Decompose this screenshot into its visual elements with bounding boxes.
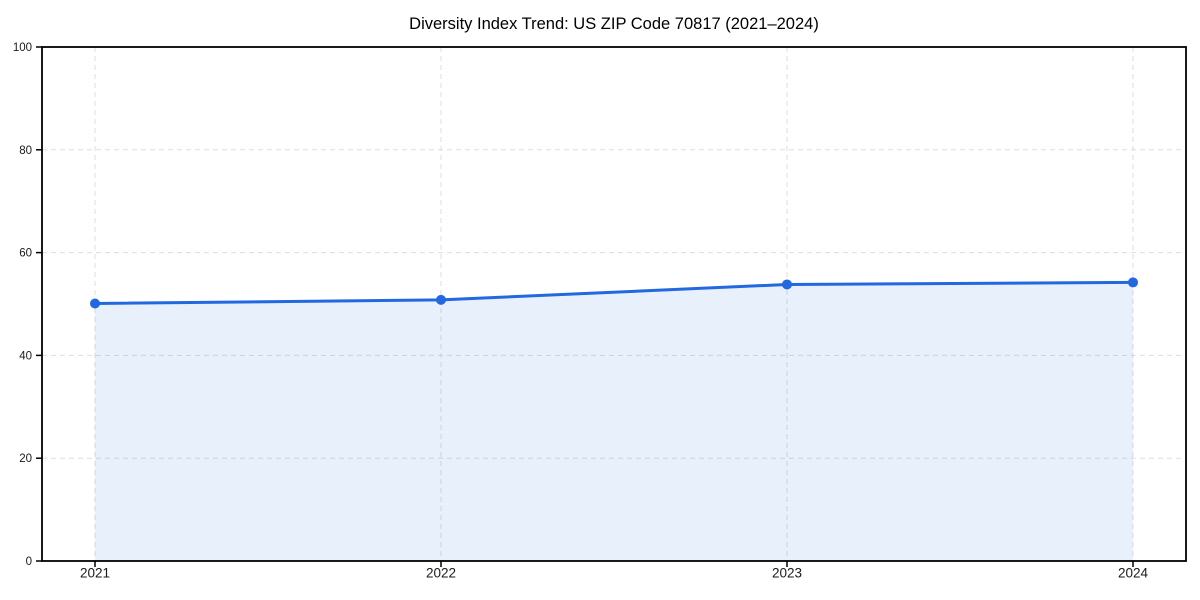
y-tick-label: 20 <box>19 453 32 465</box>
y-tick-label: 60 <box>19 248 32 260</box>
trend-line <box>93 280 1135 305</box>
data-point-2024 <box>1128 277 1138 288</box>
x-tick-label: 2023 <box>772 566 802 581</box>
data-point-2021 <box>90 298 100 309</box>
data-point-2022 <box>436 294 446 305</box>
plot-border <box>41 46 1187 562</box>
x-tick-label: 2021 <box>80 566 110 581</box>
x-tick-label: 2022 <box>426 566 456 581</box>
y-tick-label: 80 <box>19 145 32 157</box>
chart-title: Diversity Index Trend: US ZIP Code 70817… <box>409 15 819 33</box>
x-tick-label: 2024 <box>1118 566 1149 581</box>
data-point-2023 <box>782 279 792 290</box>
y-tick-label: 0 <box>26 556 32 568</box>
y-tick-label: 100 <box>13 42 32 54</box>
area-fill <box>95 282 1133 561</box>
y-tick-label: 40 <box>19 350 32 362</box>
